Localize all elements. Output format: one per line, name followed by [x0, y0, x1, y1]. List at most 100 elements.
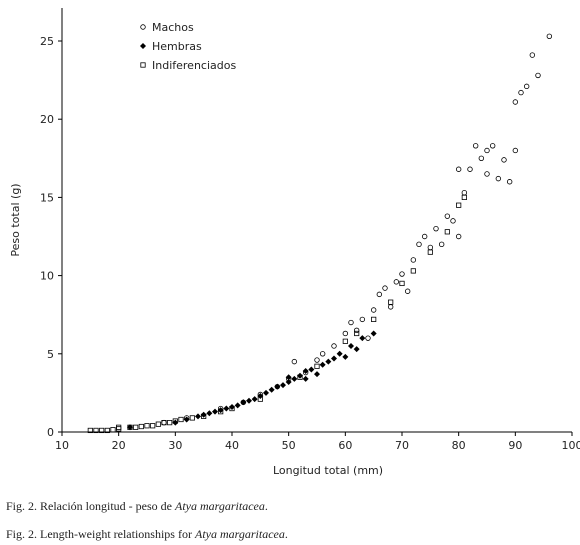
x-axis-label: Longitud total (mm): [273, 464, 383, 477]
point: [240, 399, 247, 406]
x-tick-label: 30: [168, 439, 182, 452]
point: [359, 335, 366, 342]
point: [161, 420, 167, 426]
point: [489, 143, 496, 149]
point: [110, 427, 116, 433]
point: [302, 368, 309, 375]
point: [455, 166, 462, 172]
point: [138, 423, 144, 430]
point: [529, 52, 536, 58]
caption-species: Atya margaritacea: [194, 527, 285, 541]
point: [319, 361, 326, 368]
point: [376, 291, 383, 298]
point: [127, 424, 133, 430]
point: [319, 351, 326, 357]
point: [212, 408, 218, 415]
legend-label: Machos: [152, 21, 194, 34]
point: [523, 83, 530, 90]
point: [427, 244, 434, 251]
point: [478, 155, 485, 161]
x-tick-label: 60: [338, 439, 352, 452]
point: [371, 316, 377, 322]
y-axis-label: Peso total (g): [9, 183, 22, 256]
point: [399, 280, 405, 287]
point: [234, 402, 241, 409]
point: [291, 358, 298, 365]
point: [393, 279, 400, 285]
x-tick-label: 90: [508, 439, 522, 452]
point: [257, 393, 264, 400]
x-tick-label: 100: [562, 439, 580, 452]
point: [314, 357, 320, 363]
point: [133, 424, 139, 430]
point: [116, 426, 122, 432]
point: [229, 403, 235, 410]
point: [314, 371, 320, 378]
point: [314, 363, 320, 369]
point: [467, 166, 473, 172]
point: [353, 346, 360, 353]
caption-species: Atya margaritacea: [174, 499, 265, 513]
legend-marker: [140, 62, 146, 68]
point: [410, 268, 416, 274]
point: [251, 396, 258, 403]
point: [348, 342, 354, 349]
point: [172, 419, 179, 426]
point: [353, 327, 360, 334]
point: [359, 316, 366, 323]
point: [217, 407, 224, 414]
point: [354, 330, 360, 337]
point: [506, 179, 513, 185]
point: [450, 218, 456, 224]
x-tick-label: 40: [225, 439, 239, 452]
point: [285, 378, 292, 385]
x-tick-label: 70: [395, 439, 409, 452]
point: [495, 175, 502, 182]
point: [218, 409, 224, 415]
point: [342, 338, 348, 344]
point: [99, 427, 105, 434]
point: [280, 382, 286, 389]
point: [336, 350, 343, 357]
point: [127, 424, 133, 431]
point: [206, 410, 213, 417]
point: [183, 416, 190, 423]
x-tick-label: 50: [282, 439, 296, 452]
y-tick-label: 25: [40, 35, 54, 48]
point: [263, 389, 269, 396]
point: [246, 397, 252, 404]
point: [535, 72, 541, 79]
point: [104, 427, 110, 434]
point: [461, 190, 468, 196]
point: [297, 374, 303, 380]
point: [404, 288, 411, 294]
point: [331, 355, 337, 362]
point: [484, 171, 490, 177]
point: [167, 420, 173, 426]
point: [512, 147, 519, 154]
point: [546, 33, 553, 40]
point: [116, 424, 122, 430]
point: [308, 366, 315, 373]
point: [433, 225, 439, 232]
y-tick-label: 10: [40, 270, 54, 283]
point: [444, 229, 450, 235]
point: [399, 271, 405, 277]
point: [93, 427, 99, 434]
point: [325, 358, 332, 365]
point: [161, 419, 167, 426]
point: [302, 375, 309, 382]
caption-text: Fig. 2. Relación longitud - peso de: [6, 499, 175, 513]
point: [444, 213, 451, 219]
point: [87, 427, 93, 434]
point: [195, 413, 201, 420]
legend-marker: [140, 43, 146, 49]
point: [331, 343, 337, 349]
point: [370, 307, 377, 313]
legend-marker: [140, 24, 146, 30]
point: [438, 241, 445, 248]
point: [285, 374, 292, 381]
legend-label: Indiferenciados: [152, 59, 236, 72]
caption: Fig. 2. Relación longitud - peso de Atya…: [6, 499, 268, 513]
